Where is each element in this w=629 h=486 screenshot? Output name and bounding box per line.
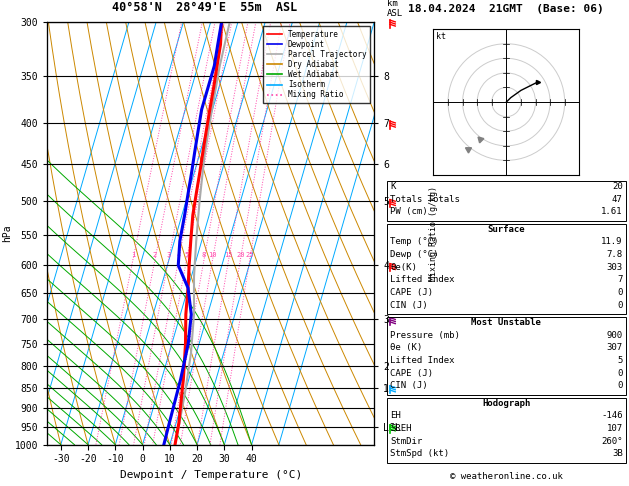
Text: 303: 303: [606, 263, 623, 272]
Text: K: K: [390, 182, 396, 191]
Text: θe (K): θe (K): [390, 344, 422, 352]
Text: 20: 20: [236, 252, 245, 258]
Text: θe(K): θe(K): [390, 263, 417, 272]
Text: 8: 8: [202, 252, 206, 258]
Text: Lifted Index: Lifted Index: [390, 356, 455, 365]
Text: StmDir: StmDir: [390, 437, 422, 446]
Text: 307: 307: [606, 344, 623, 352]
Text: 260°: 260°: [601, 437, 623, 446]
Y-axis label: hPa: hPa: [2, 225, 12, 242]
Text: Hodograph: Hodograph: [482, 399, 530, 408]
Text: 5: 5: [184, 252, 189, 258]
Text: 1: 1: [131, 252, 135, 258]
Text: -146: -146: [601, 411, 623, 420]
Text: 0: 0: [617, 288, 623, 297]
Text: 18.04.2024  21GMT  (Base: 06): 18.04.2024 21GMT (Base: 06): [408, 3, 604, 14]
X-axis label: Dewpoint / Temperature (°C): Dewpoint / Temperature (°C): [120, 470, 302, 480]
Text: EH: EH: [390, 411, 401, 420]
Text: 1.61: 1.61: [601, 208, 623, 216]
Text: 2: 2: [153, 252, 157, 258]
Text: 47: 47: [612, 195, 623, 204]
Text: 7.8: 7.8: [606, 250, 623, 259]
Text: kt: kt: [437, 33, 447, 41]
Text: 15: 15: [225, 252, 233, 258]
Text: 10: 10: [208, 252, 217, 258]
Text: CIN (J): CIN (J): [390, 301, 428, 310]
Text: © weatheronline.co.uk: © weatheronline.co.uk: [450, 472, 563, 481]
Text: Surface: Surface: [487, 225, 525, 234]
Legend: Temperature, Dewpoint, Parcel Trajectory, Dry Adiabat, Wet Adiabat, Isotherm, Mi: Temperature, Dewpoint, Parcel Trajectory…: [263, 26, 370, 103]
Text: StmSpd (kt): StmSpd (kt): [390, 450, 449, 458]
Text: 7: 7: [617, 276, 623, 284]
Text: CAPE (J): CAPE (J): [390, 288, 433, 297]
Text: Pressure (mb): Pressure (mb): [390, 331, 460, 340]
Text: 3: 3: [167, 252, 170, 258]
Text: CAPE (J): CAPE (J): [390, 369, 433, 378]
Text: 20: 20: [612, 182, 623, 191]
Text: 107: 107: [606, 424, 623, 433]
Text: SREH: SREH: [390, 424, 411, 433]
Text: Most Unstable: Most Unstable: [471, 318, 542, 327]
Text: km
ASL: km ASL: [387, 0, 403, 17]
Text: 40°58'N  28°49'E  55m  ASL: 40°58'N 28°49'E 55m ASL: [111, 0, 297, 14]
Text: 900: 900: [606, 331, 623, 340]
Text: 0: 0: [617, 382, 623, 390]
Text: CIN (J): CIN (J): [390, 382, 428, 390]
Text: Totals Totals: Totals Totals: [390, 195, 460, 204]
Text: 0: 0: [617, 301, 623, 310]
Text: Mixing Ratio (g/kg): Mixing Ratio (g/kg): [428, 186, 438, 281]
Text: 0: 0: [617, 369, 623, 378]
Text: 25: 25: [245, 252, 254, 258]
Text: 3B: 3B: [612, 450, 623, 458]
Text: 11.9: 11.9: [601, 238, 623, 246]
Text: 4: 4: [177, 252, 181, 258]
Text: PW (cm): PW (cm): [390, 208, 428, 216]
Text: 5: 5: [617, 356, 623, 365]
Text: Lifted Index: Lifted Index: [390, 276, 455, 284]
Text: Dewp (°C): Dewp (°C): [390, 250, 438, 259]
Text: Temp (°C): Temp (°C): [390, 238, 438, 246]
